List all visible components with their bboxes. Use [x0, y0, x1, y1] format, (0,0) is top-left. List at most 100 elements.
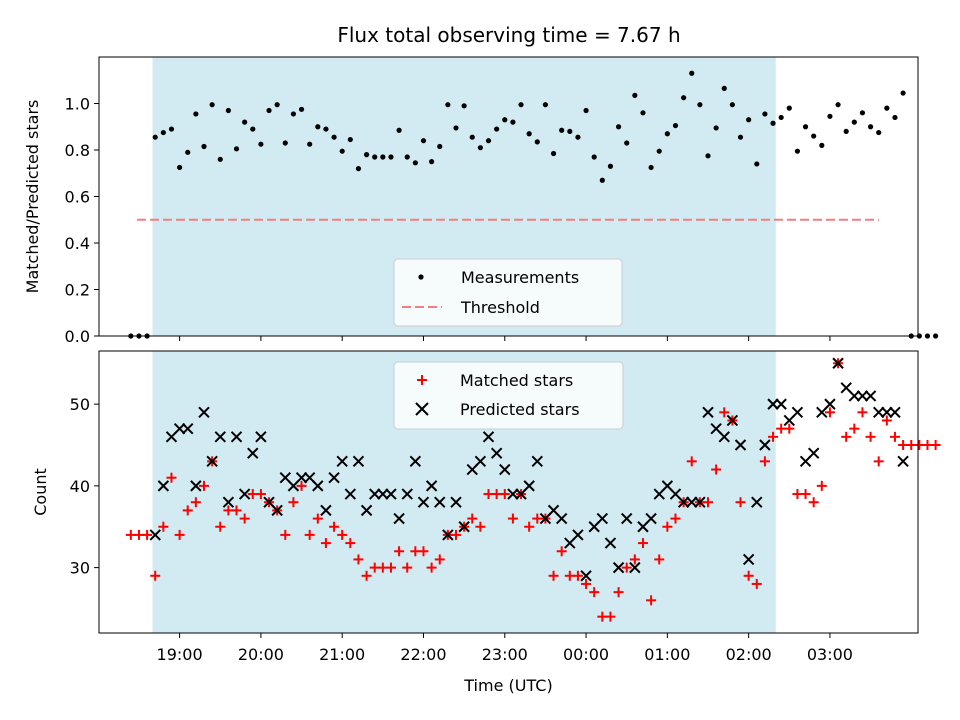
measurement-point	[648, 164, 654, 171]
predicted-point	[320, 504, 332, 517]
measurement-point	[705, 153, 711, 159]
measurement-point	[510, 119, 516, 125]
matched-point	[158, 521, 169, 532]
predicted-point	[694, 496, 706, 508]
predicted-point	[677, 496, 690, 508]
measurement-point	[315, 124, 321, 130]
predicted-point	[425, 480, 438, 492]
measurement-point	[607, 163, 614, 169]
measurement-point	[729, 102, 735, 108]
legend-label: Predicted stars	[460, 400, 580, 419]
measurement-point	[851, 119, 857, 125]
y-tick-label: 0.2	[65, 281, 90, 300]
matched-point	[808, 497, 819, 508]
predicted-point	[401, 488, 413, 500]
matched-point	[759, 456, 770, 467]
matched-point	[475, 521, 486, 532]
matched-point	[329, 521, 340, 532]
predicted-point	[238, 488, 251, 500]
matched-point	[613, 587, 624, 598]
measurement-point	[762, 111, 768, 117]
top-y-axis-label: Matched/Predicted stars	[23, 100, 42, 294]
matched-point	[646, 595, 657, 606]
predicted-point	[523, 480, 535, 492]
legend-measurement-marker	[418, 274, 424, 280]
predicted-point	[742, 553, 755, 566]
measurement-point	[437, 143, 443, 150]
predicted-point	[718, 431, 730, 443]
measurement-point	[412, 160, 418, 166]
measurement-point	[672, 122, 679, 129]
top-legend: Measurements Threshold	[393, 258, 623, 327]
predicted-point	[369, 488, 381, 500]
legend-label: Threshold	[460, 298, 540, 317]
predicted-point	[791, 406, 804, 419]
measurement-point	[567, 128, 573, 134]
x-tick-label: 21:00	[319, 645, 365, 664]
predicted-point	[555, 512, 568, 525]
matched-point	[743, 570, 754, 581]
measurement-point	[737, 134, 744, 140]
matched-point	[637, 538, 648, 549]
measurement-point	[721, 85, 727, 91]
measurement-point	[867, 124, 874, 130]
predicted-point	[377, 488, 389, 500]
measurement-point	[396, 127, 402, 133]
predicted-point	[775, 398, 787, 410]
measurement-point	[599, 177, 605, 183]
predicted-point	[295, 471, 308, 484]
predicted-point	[507, 488, 519, 500]
predicted-point	[856, 390, 869, 402]
matched-point	[385, 562, 396, 573]
predicted-point	[531, 455, 543, 468]
predicted-point	[360, 504, 373, 517]
measurement-point	[193, 111, 199, 117]
measurement-point	[298, 106, 305, 112]
predicted-point	[759, 439, 771, 451]
matched-point	[451, 529, 461, 540]
matched-point	[589, 587, 600, 598]
predicted-point	[645, 512, 657, 525]
measurement-point	[168, 126, 175, 132]
x-axis-label: Time (UTC)	[463, 676, 552, 695]
matched-point	[199, 480, 209, 491]
bottom-y-ticks: 30 40 50	[70, 395, 99, 578]
measurement-point	[404, 154, 410, 160]
matched-point	[320, 538, 331, 549]
matched-point	[824, 407, 835, 418]
measurement-points	[128, 70, 939, 339]
predicted-point	[230, 431, 243, 443]
measurement-point	[843, 128, 849, 134]
measurement-point	[388, 154, 394, 160]
measurement-point	[835, 102, 841, 108]
measurement-point	[225, 107, 231, 114]
matched-point	[686, 456, 697, 467]
predicted-point	[596, 512, 609, 525]
measurement-point	[591, 154, 597, 160]
bottom-legend: Matched stars Predicted stars	[393, 361, 624, 430]
chart-title: Flux total observing time = 7.67 h	[337, 23, 680, 47]
measurement-point	[518, 102, 524, 108]
x-tick-label: 02:00	[726, 645, 772, 664]
predicted-point	[629, 561, 641, 574]
predicted-point	[832, 357, 844, 369]
matched-points	[125, 358, 941, 622]
predicted-point	[572, 529, 584, 541]
predicted-point	[190, 480, 202, 492]
measurement-point	[689, 70, 695, 76]
matched-point	[930, 440, 941, 450]
measurement-point	[185, 149, 191, 155]
x-tick-label: 23:00	[482, 645, 528, 664]
matched-point	[735, 497, 746, 508]
matched-point	[841, 431, 852, 442]
predicted-point	[458, 521, 470, 533]
matched-point	[394, 546, 405, 557]
predicted-point	[336, 455, 348, 468]
predicted-point	[417, 496, 430, 508]
measurement-point	[282, 140, 288, 146]
top-y-ticks: 0.0 0.2 0.4 0.6 0.8 1.0	[65, 95, 99, 346]
y-tick-label: 40	[70, 477, 90, 496]
measurement-point	[258, 141, 264, 147]
measurement-point	[811, 133, 817, 139]
predicted-point	[442, 529, 454, 541]
